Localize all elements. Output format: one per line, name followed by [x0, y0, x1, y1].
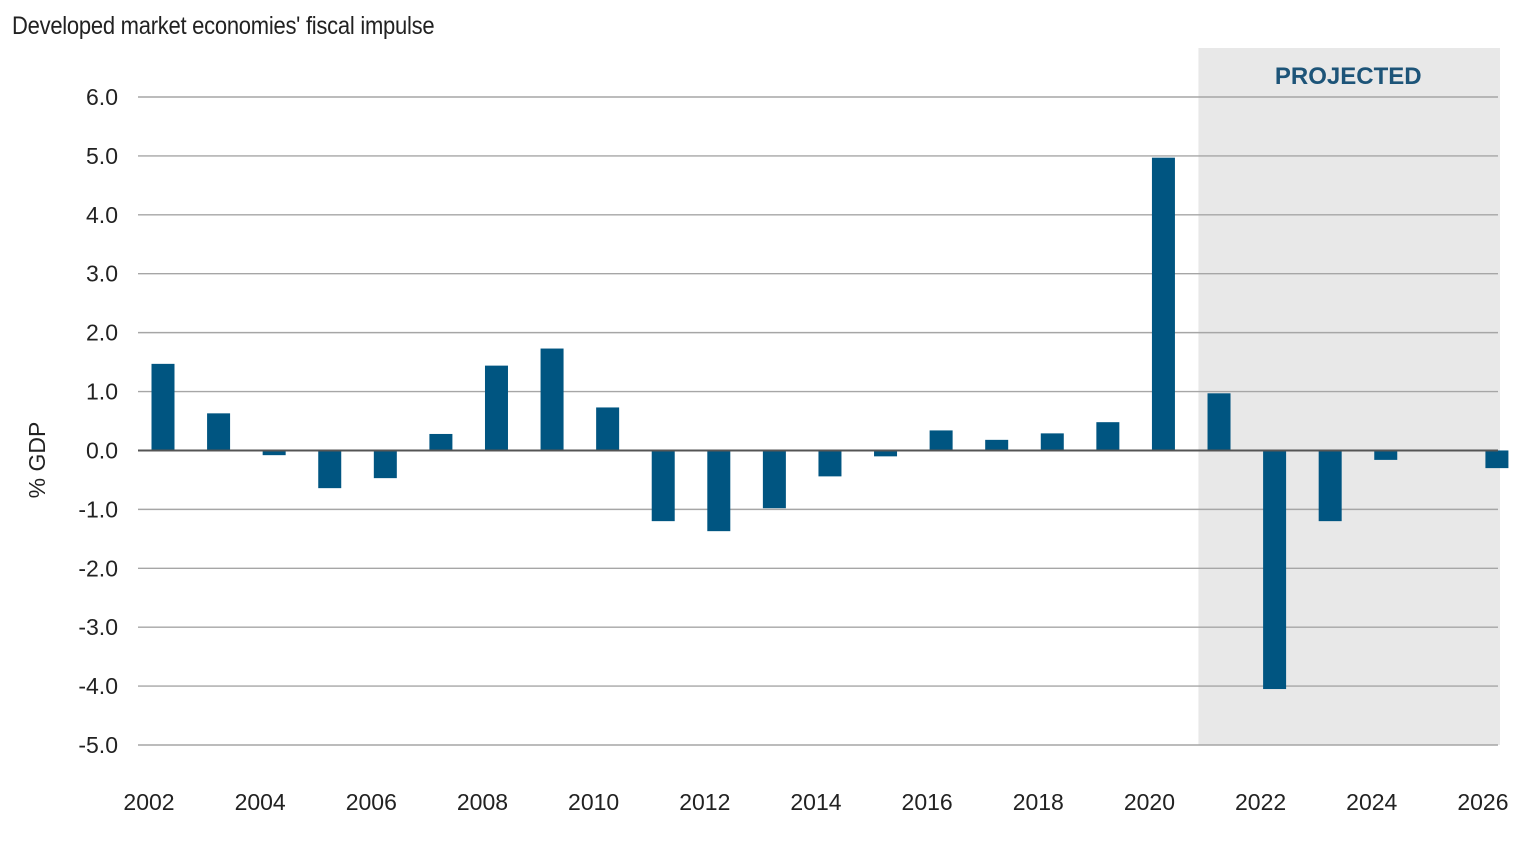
x-tick-label: 2010 — [568, 789, 619, 815]
bar-2016 — [929, 430, 953, 451]
bar-2013 — [762, 450, 786, 509]
x-tick-label: 2004 — [235, 789, 286, 815]
projected-shade — [1198, 48, 1500, 745]
y-axis-title: % GDP — [24, 422, 50, 499]
projected-region — [1198, 48, 1500, 745]
y-tick-label: -1.0 — [78, 496, 118, 522]
projected-label: PROJECTED — [1275, 63, 1422, 90]
y-tick-labels: 6.0 5.0 4.0 3.0 2.0 1.0 0.0 -1.0 -2.0 -3.0 -4.0 -5.… — [78, 84, 118, 758]
y-tick-label: 3.0 — [86, 261, 118, 287]
bar-2020 — [1151, 157, 1175, 451]
bar-2005 — [318, 450, 342, 489]
bar-2021 — [1207, 393, 1231, 451]
y-tick-label: 1.0 — [86, 379, 118, 405]
x-tick-label: 2022 — [1235, 789, 1286, 815]
bar-2004 — [262, 450, 286, 456]
bar-2026 — [1485, 450, 1509, 469]
bar-2017 — [985, 439, 1009, 451]
x-tick-label: 2026 — [1457, 789, 1508, 815]
bar-2019 — [1096, 422, 1120, 451]
x-tick-label: 2018 — [1013, 789, 1064, 815]
x-tick-label: 2002 — [123, 789, 174, 815]
y-tick-label: 2.0 — [86, 320, 118, 346]
bar-2018 — [1040, 433, 1064, 451]
x-tick-label: 2008 — [457, 789, 508, 815]
y-tick-label: 5.0 — [86, 143, 118, 169]
y-tick-label: 0.0 — [86, 437, 118, 463]
y-tick-label: -5.0 — [78, 732, 118, 758]
bar-2009 — [540, 348, 564, 451]
bar-2022 — [1263, 450, 1287, 690]
bar-2011 — [651, 450, 675, 522]
bar-2002 — [151, 363, 175, 451]
x-tick-label: 2020 — [1124, 789, 1175, 815]
bar-2023 — [1318, 450, 1342, 522]
bar-2015 — [874, 450, 898, 457]
bar-2008 — [484, 365, 508, 451]
bar-2024 — [1374, 450, 1398, 460]
bars — [151, 157, 1509, 690]
x-tick-labels: 2002 2004 2006 2008 2010 2012 2014 2016 2018 2020… — [123, 789, 1508, 815]
bar-2007 — [429, 433, 453, 451]
x-tick-label: 2014 — [790, 789, 841, 815]
bar-2006 — [373, 450, 397, 479]
x-tick-label: 2016 — [902, 789, 953, 815]
chart-title: Developed market economies' fiscal impul… — [12, 12, 435, 40]
y-tick-label: -2.0 — [78, 555, 118, 581]
bar-2012 — [707, 450, 731, 532]
x-tick-label: 2024 — [1346, 789, 1397, 815]
y-tick-label: -4.0 — [78, 673, 118, 699]
x-tick-label: 2006 — [346, 789, 397, 815]
x-tick-label: 2012 — [679, 789, 730, 815]
y-tick-label: 4.0 — [86, 202, 118, 228]
bar-2014 — [818, 450, 842, 477]
y-tick-label: 6.0 — [86, 84, 118, 110]
bar-2003 — [207, 413, 231, 451]
y-tick-label: -3.0 — [78, 614, 118, 640]
bar-2010 — [596, 407, 620, 451]
